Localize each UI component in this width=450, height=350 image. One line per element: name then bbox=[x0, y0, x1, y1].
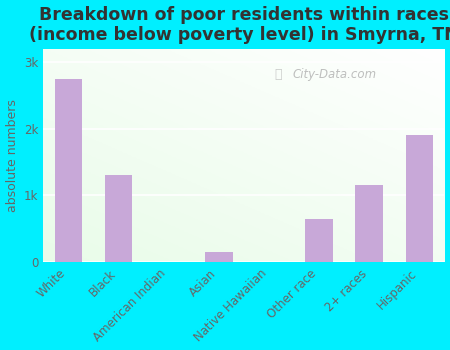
Bar bbox=[54, 79, 82, 262]
Bar bbox=[105, 175, 132, 262]
Bar bbox=[405, 135, 433, 262]
Y-axis label: absolute numbers: absolute numbers bbox=[5, 99, 18, 212]
Text: City-Data.com: City-Data.com bbox=[292, 68, 376, 81]
Title: Breakdown of poor residents within races
(income below poverty level) in Smyrna,: Breakdown of poor residents within races… bbox=[29, 6, 450, 44]
Bar bbox=[305, 219, 333, 262]
Text: ⓘ: ⓘ bbox=[274, 68, 282, 81]
Bar bbox=[356, 186, 383, 262]
Bar bbox=[205, 252, 233, 262]
